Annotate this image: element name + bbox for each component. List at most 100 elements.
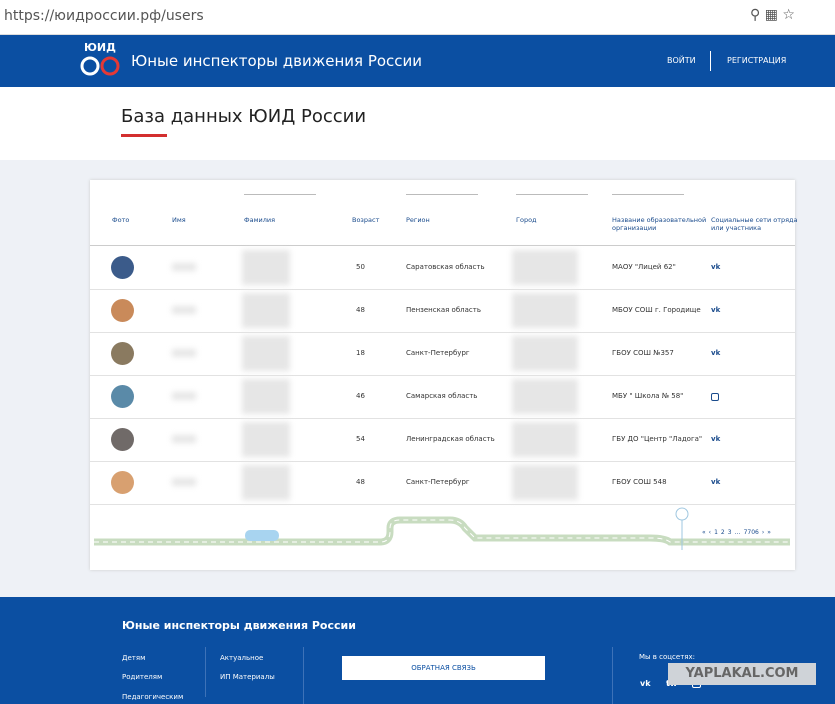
page-link[interactable]: 1 [714, 529, 718, 536]
organization: ГБУ ДО "Центр "Ладога" [612, 435, 703, 443]
blurred-name [172, 349, 196, 357]
blurred-name [172, 306, 196, 314]
page-link[interactable]: 2 [720, 529, 725, 536]
blurred-name [172, 435, 196, 443]
row-rule [90, 418, 795, 419]
search-input[interactable] [244, 186, 316, 195]
organization: МБОУ СОШ г. Городище [612, 306, 701, 314]
search-input[interactable] [516, 186, 588, 195]
logo-icon [80, 56, 120, 76]
page-link[interactable]: … [734, 529, 741, 536]
site-title[interactable]: Юные инспекторы движения России [131, 52, 423, 70]
footer-link[interactable]: Педагогическим [122, 693, 184, 701]
blurred-city [512, 422, 578, 457]
blurred-city [512, 293, 578, 328]
blurred-name [172, 478, 196, 486]
blurred-city [512, 250, 578, 285]
social-instagram[interactable] [711, 393, 719, 401]
organization: ГБОУ СОШ №357 [612, 349, 674, 357]
column-header: Регион [406, 216, 430, 224]
footer-link[interactable]: Родителям [122, 673, 163, 681]
blurred-surname [242, 465, 290, 500]
organization: МБУ " Школа № 58" [612, 392, 684, 400]
blurred-city [512, 336, 578, 371]
page-link[interactable]: ‹ [708, 529, 712, 536]
browser-icons[interactable]: ⚲ ▦ ☆ [750, 7, 795, 23]
search-input[interactable] [406, 186, 478, 195]
avatar [111, 342, 134, 365]
row-rule [90, 332, 795, 333]
social-vk[interactable]: vk [711, 306, 721, 314]
table-card: «‹ 1 2 3… 7706 ›» Фото Имя Фамилия Возраст Регион… [90, 180, 798, 570]
blurred-city [512, 465, 578, 500]
header: ЮИД Юные инспекторы движения России ВОЙТ… [0, 35, 835, 87]
row-rule [90, 289, 795, 290]
avatar [111, 256, 134, 279]
column-header: Фото [112, 216, 130, 224]
page-link[interactable]: › [761, 529, 765, 536]
footer-vk[interactable]: vk [640, 679, 651, 688]
social-vk[interactable]: vk [711, 349, 721, 357]
title-section: База данных ЮИД России [0, 87, 835, 160]
social-vk[interactable]: vk [711, 263, 721, 271]
column-header: Социальные сети отряда или участника [711, 216, 798, 232]
column-header: Название образовательной организации [612, 216, 707, 232]
page-link[interactable]: » [767, 529, 771, 536]
page-title: База данных ЮИД России [121, 106, 367, 127]
divider [205, 647, 206, 697]
divider [710, 51, 711, 71]
age: 48 [356, 306, 365, 314]
age: 48 [356, 478, 365, 486]
footer: Юные инспекторы движения России Детям Ро… [0, 597, 835, 704]
row-rule [90, 461, 795, 462]
organization: МАОУ "Лицей 62" [612, 263, 676, 271]
header-rule [90, 245, 795, 246]
organization: ГБОУ СОШ 548 [612, 478, 667, 486]
watermark: YAPLAKAL.COM [668, 663, 816, 685]
blurred-surname [242, 422, 290, 457]
region: Самарская область [406, 392, 478, 400]
region: Ленинградская область [406, 435, 495, 443]
blurred-surname [242, 336, 290, 371]
avatar [111, 471, 134, 494]
footer-link[interactable]: Актуальное [220, 654, 264, 662]
blurred-surname [242, 293, 290, 328]
search-input[interactable] [612, 186, 684, 195]
login[interactable]: ВОЙТИ [667, 56, 696, 65]
age: 50 [356, 263, 365, 271]
age: 54 [356, 435, 365, 443]
row-rule [90, 375, 795, 376]
divider [303, 647, 304, 704]
title-underline [121, 134, 167, 137]
divider [612, 647, 613, 704]
avatar [111, 385, 134, 408]
footer-link[interactable]: ИП Материалы [220, 673, 275, 681]
page-link[interactable]: « [702, 529, 706, 536]
social-label: Мы в соцсетях: [639, 653, 695, 661]
column-header: Фамилия [244, 216, 275, 224]
register[interactable]: РЕГИСТРАЦИЯ [727, 56, 787, 65]
row-rule [90, 504, 795, 505]
social-vk[interactable]: vk [711, 435, 721, 443]
column-header: Город [516, 216, 537, 224]
url[interactable]: https://юидроссии.рф/users [4, 8, 204, 24]
age: 46 [356, 392, 365, 400]
column-header: Имя [172, 216, 186, 224]
feedback-button[interactable]: ОБРАТНАЯ СВЯЗЬ [342, 656, 545, 680]
browser-bar: https://юидроссии.рф/users ⚲ ▦ ☆ [0, 0, 835, 35]
social-vk[interactable]: vk [711, 478, 721, 486]
page-link[interactable]: 7706 [743, 529, 759, 536]
blurred-city [512, 379, 578, 414]
footer-title: Юные инспекторы движения России [122, 619, 356, 632]
footer-link[interactable]: Детям [122, 654, 146, 662]
blurred-surname [242, 250, 290, 285]
page-link[interactable]: 3 [727, 529, 732, 536]
blurred-name [172, 392, 196, 400]
logo[interactable]: ЮИД [84, 41, 116, 54]
blurred-surname [242, 379, 290, 414]
blurred-name [172, 263, 196, 271]
region: Санкт-Петербург [406, 478, 470, 486]
region: Санкт-Петербург [406, 349, 470, 357]
pagination: «‹ 1 2 3… 7706 ›» [702, 529, 774, 536]
